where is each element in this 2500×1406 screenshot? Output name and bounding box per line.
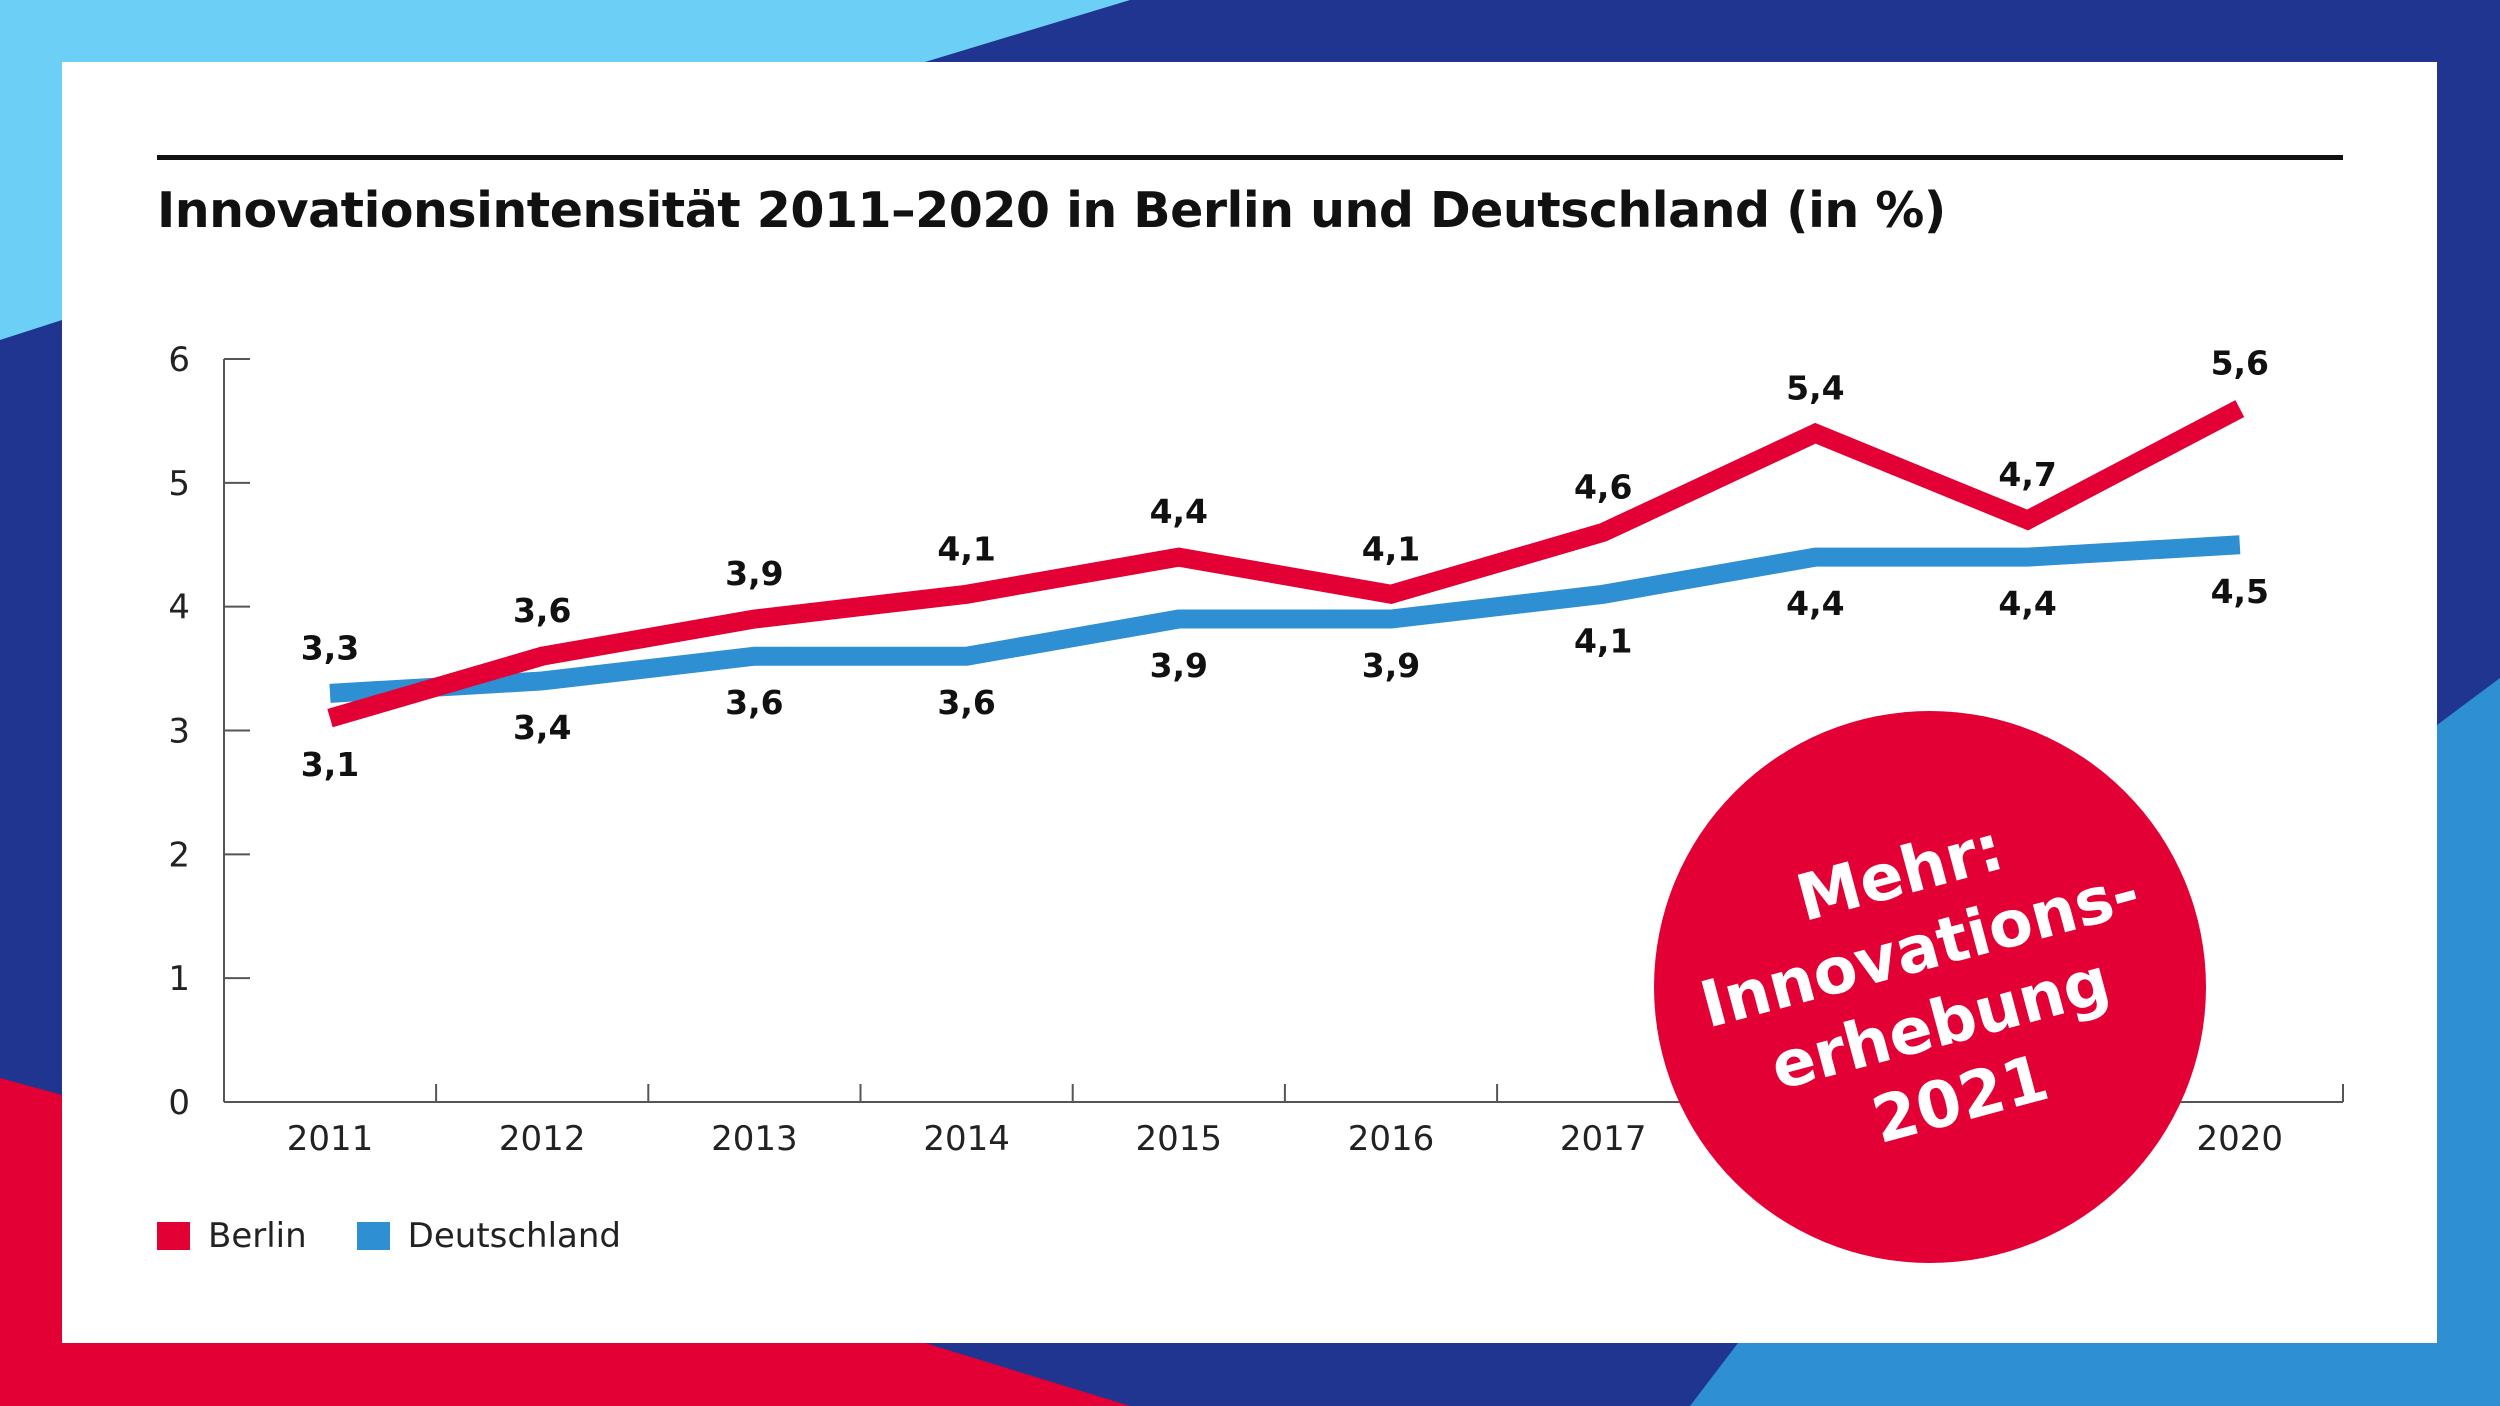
- data-label-berlin: 4,1: [937, 529, 995, 568]
- legend-swatch-deutschland: [356, 1222, 390, 1250]
- data-label-deutschland: 4,5: [2211, 572, 2269, 611]
- y-tick-label: 6: [168, 340, 190, 380]
- y-tick-label: 2: [168, 835, 190, 875]
- data-label-deutschland: 4,1: [1574, 621, 1632, 660]
- x-tick-label: 2011: [287, 1119, 374, 1159]
- y-tick-label: 1: [168, 959, 190, 999]
- data-label-berlin: 4,4: [1150, 492, 1208, 531]
- legend-label-deutschland: Deutschland: [407, 1216, 622, 1256]
- x-tick-label: 2012: [499, 1119, 586, 1159]
- chart-title: Innovationsintensität 2011–2020 in Berli…: [157, 182, 1946, 239]
- data-label-berlin: 4,6: [1574, 467, 1632, 506]
- legend-item-deutschland: Deutschland: [356, 1216, 622, 1256]
- y-tick-label: 3: [168, 712, 190, 752]
- series-line-deutschland: [329, 535, 2241, 703]
- more-info-badge[interactable]: Mehr: Innovations- erhebung 2021: [1654, 711, 2206, 1263]
- y-tick-label: 5: [168, 464, 190, 504]
- data-label-berlin: 5,4: [1786, 368, 1844, 407]
- x-tick-label: 2015: [1136, 1119, 1223, 1159]
- x-tick-label: 2013: [711, 1119, 798, 1159]
- y-tick-label: 4: [168, 588, 190, 628]
- data-label-deutschland: 3,6: [725, 683, 783, 722]
- data-label-deutschland: 4,4: [1786, 584, 1844, 623]
- data-label-berlin: 3,1: [301, 745, 359, 784]
- data-label-deutschland: 3,9: [1150, 646, 1208, 685]
- bg-red: [0, 1078, 1130, 1406]
- x-tick-label: 2020: [2197, 1119, 2284, 1159]
- data-label-berlin: 3,9: [725, 554, 783, 593]
- data-label-deutschland: 3,3: [301, 628, 359, 667]
- data-label-berlin: 4,1: [1362, 529, 1420, 568]
- top-rule: [157, 155, 2343, 160]
- x-tick-label: 2017: [1560, 1119, 1647, 1159]
- legend-item-berlin: Berlin: [157, 1216, 307, 1256]
- data-label-berlin: 4,7: [1998, 455, 2056, 494]
- badge-text: Mehr: Innovations- erhebung 2021: [1672, 778, 2188, 1196]
- x-tick-label: 2016: [1348, 1119, 1435, 1159]
- y-tick-label: 0: [168, 1083, 190, 1123]
- data-label-berlin: 3,6: [513, 591, 571, 630]
- bg-light-blue: [0, 0, 1130, 340]
- series-line-berlin: [327, 400, 2245, 728]
- data-label-deutschland: 3,6: [937, 683, 995, 722]
- data-label-deutschland: 4,4: [1998, 584, 2056, 623]
- data-label-deutschland: 3,9: [1362, 646, 1420, 685]
- legend-swatch-berlin: [157, 1222, 190, 1250]
- legend-label-berlin: Berlin: [208, 1216, 307, 1256]
- legend: Berlin Deutschland: [157, 1216, 671, 1256]
- x-tick-label: 2014: [923, 1119, 1010, 1159]
- data-label-deutschland: 3,4: [513, 708, 571, 747]
- data-label-berlin: 5,6: [2211, 344, 2269, 383]
